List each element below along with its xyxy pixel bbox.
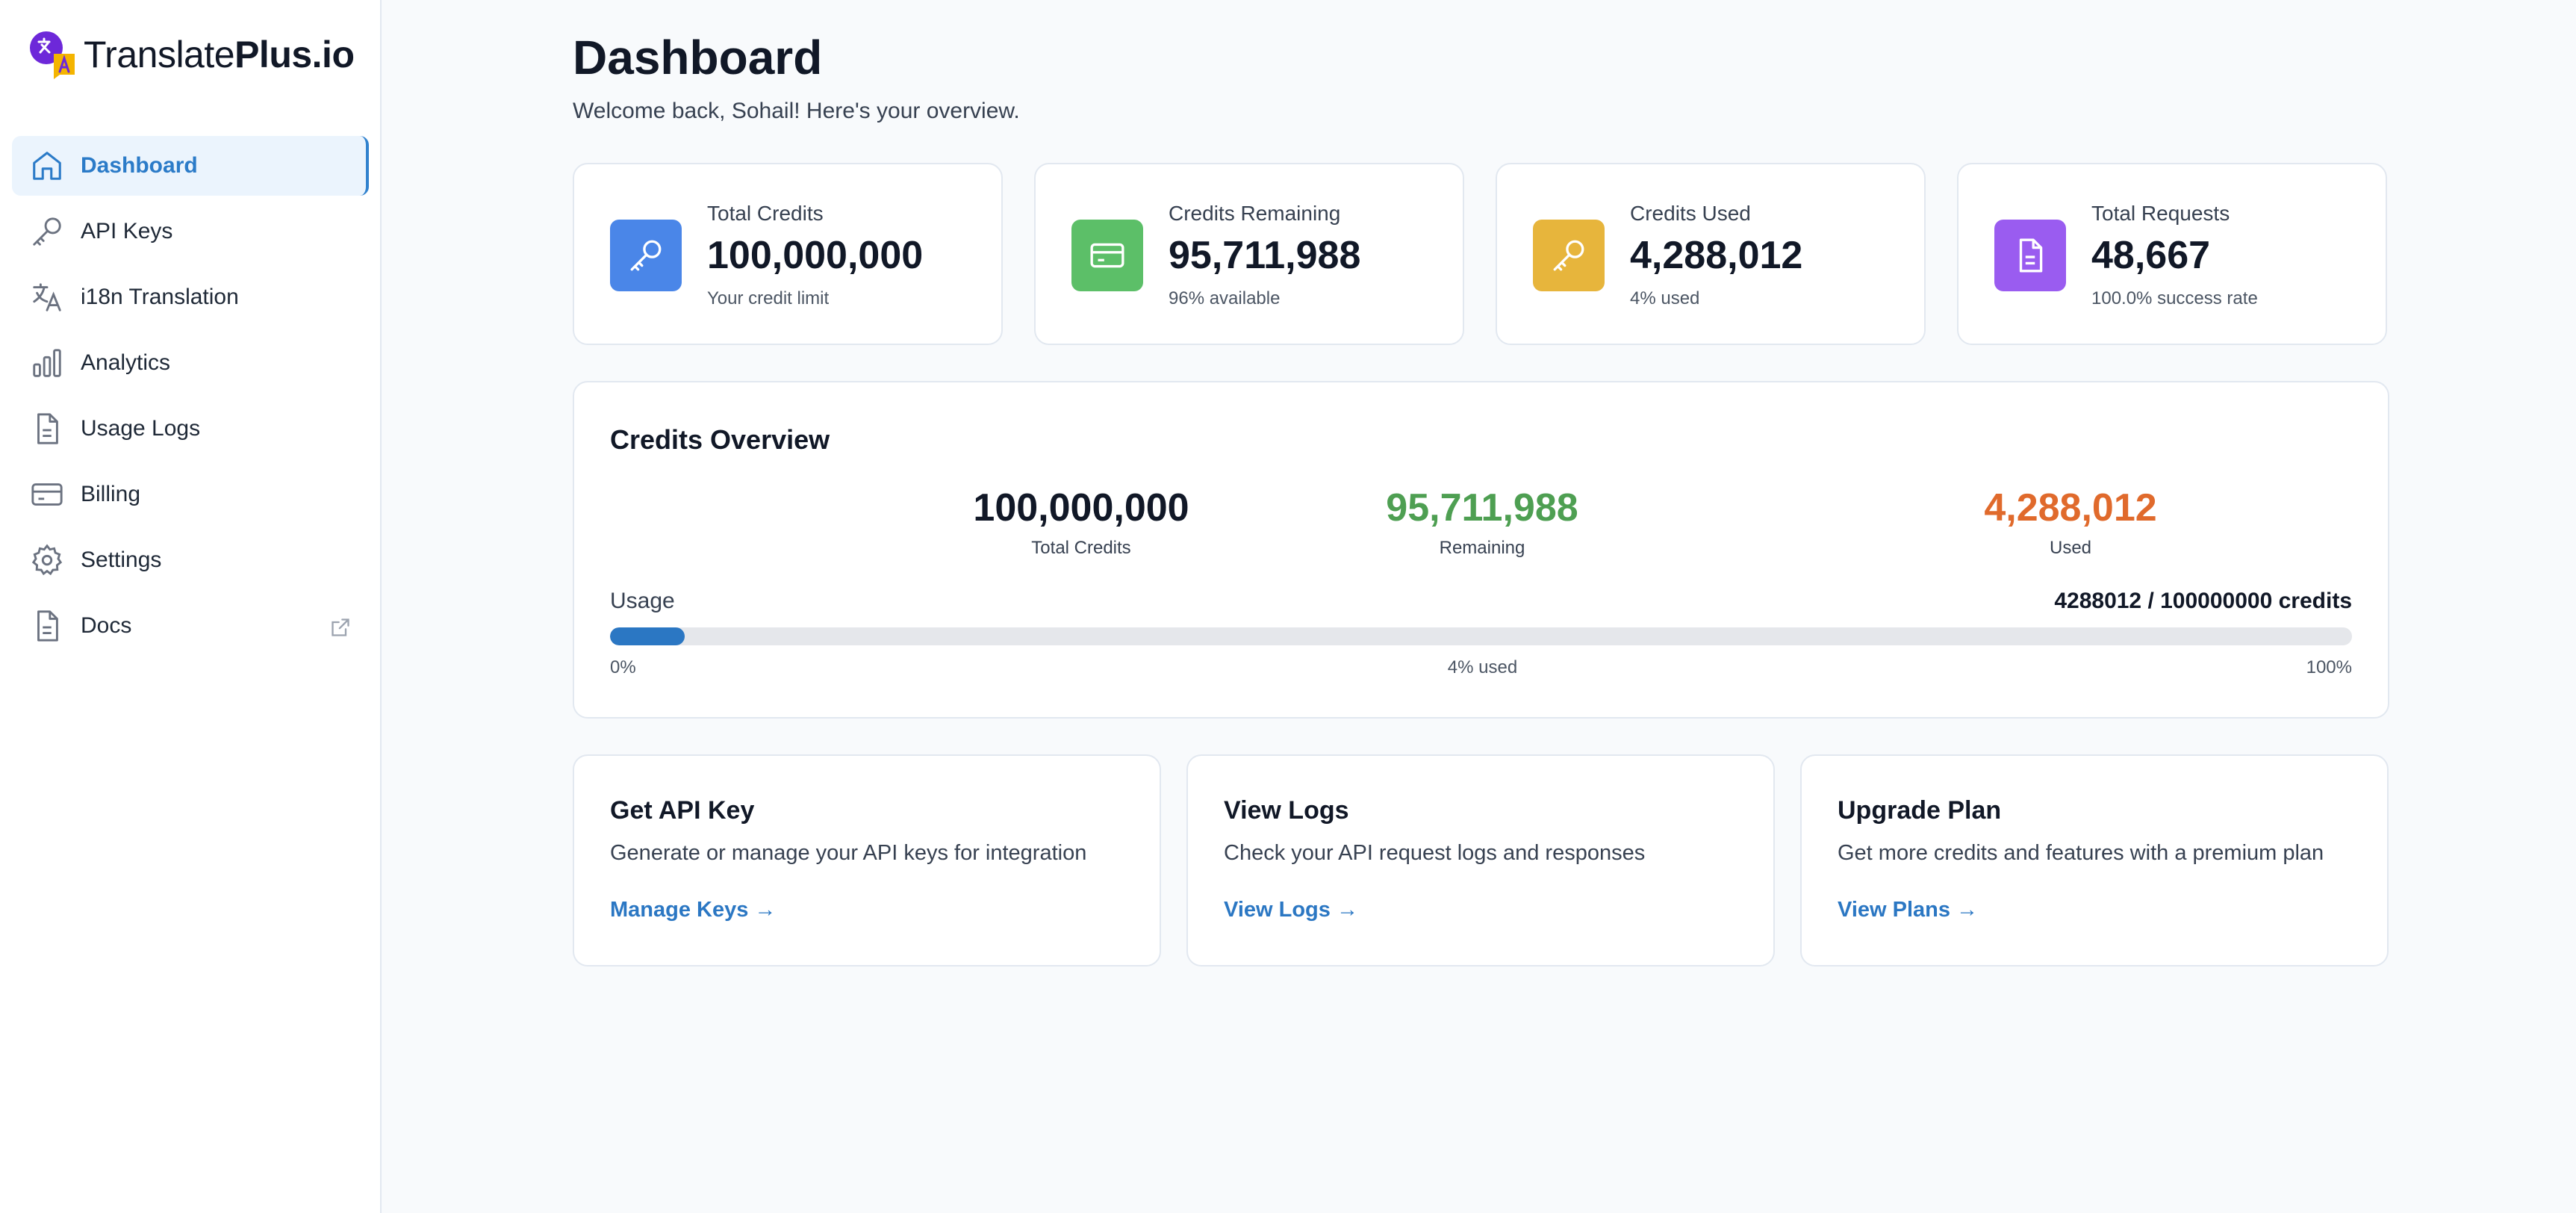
stat-value: 4,288,012 bbox=[1630, 234, 1803, 277]
quick-actions: Get API Key Generate or manage your API … bbox=[573, 754, 2389, 967]
sidebar-item-label: Dashboard bbox=[81, 153, 198, 178]
sidebar-item-label: Analytics bbox=[81, 350, 171, 375]
action-card-get-api-key: Get API Key Generate or manage your API … bbox=[573, 754, 1161, 967]
welcome-message: Welcome back, Sohail! Here's your overvi… bbox=[573, 99, 1020, 123]
sidebar-item-label: Billing bbox=[81, 482, 141, 506]
view-logs-link[interactable]: View Logs → bbox=[1224, 898, 1358, 922]
sidebar-item-label: API Keys bbox=[81, 219, 173, 243]
sidebar-item-usage-logs[interactable]: Usage Logs bbox=[12, 399, 369, 459]
overview-remaining-label: Remaining bbox=[1439, 538, 1525, 558]
stat-card-total-requests: Total Requests 48,667 100.0% success rat… bbox=[1957, 163, 2387, 345]
brand-logo[interactable]: TranslatePlus.io bbox=[27, 27, 355, 82]
sidebar-item-label: Usage Logs bbox=[81, 416, 201, 441]
sidebar-nav: Dashboard API Keys i18n Translation Anal… bbox=[12, 136, 369, 662]
action-description: Generate or manage your API keys for int… bbox=[610, 841, 1087, 865]
key-icon bbox=[630, 240, 662, 271]
sidebar-item-analytics[interactable]: Analytics bbox=[12, 333, 369, 393]
progress-used-label: 4% used bbox=[1447, 657, 1518, 677]
sidebar-item-dashboard[interactable]: Dashboard bbox=[12, 136, 369, 196]
usage-label: Usage bbox=[610, 589, 675, 613]
stat-subtext: Your credit limit bbox=[707, 288, 830, 308]
stat-label: Total Requests bbox=[2091, 202, 2230, 225]
sidebar-item-api-keys[interactable]: API Keys bbox=[12, 202, 369, 261]
action-title: View Logs bbox=[1224, 796, 1349, 825]
stat-subtext: 96% available bbox=[1169, 288, 1281, 308]
brand-name: TranslatePlus.io bbox=[84, 34, 355, 75]
manage-keys-link[interactable]: Manage Keys → bbox=[610, 898, 777, 922]
sidebar-item-label: i18n Translation bbox=[81, 285, 239, 309]
action-description: Get more credits and features with a pre… bbox=[1838, 841, 2324, 865]
credit-card-icon bbox=[31, 483, 63, 506]
action-title: Upgrade Plan bbox=[1838, 796, 2002, 825]
gear-icon bbox=[31, 544, 63, 576]
sidebar-item-label: Settings bbox=[81, 547, 162, 572]
sidebar: TranslatePlus.io Dashboard API Keys i18n… bbox=[0, 0, 382, 1213]
overview-remaining-value: 95,711,988 bbox=[1386, 486, 1578, 530]
stat-card-credits-used: Credits Used 4,288,012 4% used bbox=[1496, 163, 1926, 345]
overview-used-label: Used bbox=[2049, 538, 2092, 558]
bar-chart-icon bbox=[33, 349, 61, 377]
stat-icon-box bbox=[1071, 220, 1143, 291]
file-icon bbox=[37, 610, 58, 642]
progress-min-label: 0% bbox=[610, 657, 636, 677]
stat-icon-box bbox=[610, 220, 682, 291]
sidebar-item-docs[interactable]: Docs bbox=[12, 596, 369, 656]
credit-card-icon bbox=[1090, 243, 1124, 268]
stat-subtext: 4% used bbox=[1630, 288, 1700, 308]
credits-overview-title: Credits Overview bbox=[610, 424, 830, 455]
action-card-view-logs: View Logs Check your API request logs an… bbox=[1186, 754, 1775, 967]
stat-card-credits-remaining: Credits Remaining 95,711,988 96% availab… bbox=[1034, 163, 1464, 345]
view-plans-link[interactable]: View Plans → bbox=[1838, 898, 1979, 922]
progress-max-label: 100% bbox=[2306, 657, 2352, 677]
external-link-icon bbox=[332, 618, 349, 636]
stats-row: Total Credits 100,000,000 Your credit li… bbox=[573, 163, 2389, 345]
stat-label: Total Credits bbox=[707, 202, 824, 225]
sidebar-item-i18n-translation[interactable]: i18n Translation bbox=[12, 267, 369, 327]
action-card-upgrade-plan: Upgrade Plan Get more credits and featur… bbox=[1800, 754, 2389, 967]
stat-icon-box bbox=[1533, 220, 1605, 291]
overview-total-label: Total Credits bbox=[1031, 538, 1131, 558]
credits-overview-card: Credits Overview 100,000,000 Total Credi… bbox=[573, 381, 2389, 719]
stat-label: Credits Remaining bbox=[1169, 202, 1341, 225]
key-icon bbox=[33, 217, 61, 246]
document-icon bbox=[2019, 238, 2043, 273]
usage-count: 4288012 / 100000000 credits bbox=[2054, 589, 2352, 613]
home-icon bbox=[33, 152, 61, 180]
stat-value: 48,667 bbox=[2091, 234, 2211, 277]
stat-value: 95,711,988 bbox=[1169, 234, 1361, 277]
page-title: Dashboard bbox=[573, 31, 823, 84]
translate-icon bbox=[33, 283, 61, 311]
stat-subtext: 100.0% success rate bbox=[2091, 288, 2258, 308]
stat-icon-box bbox=[1994, 220, 2066, 291]
stat-card-total-credits: Total Credits 100,000,000 Your credit li… bbox=[573, 163, 1003, 345]
usage-progress-bar bbox=[610, 627, 2352, 645]
stat-value: 100,000,000 bbox=[707, 234, 924, 277]
usage-progress-fill bbox=[610, 627, 685, 645]
action-title: Get API Key bbox=[610, 796, 755, 825]
overview-used-value: 4,288,012 bbox=[1984, 486, 2157, 530]
file-icon bbox=[37, 413, 58, 444]
sidebar-item-billing[interactable]: Billing bbox=[12, 465, 369, 524]
overview-total-value: 100,000,000 bbox=[973, 486, 1189, 530]
translate-logo-icon bbox=[30, 31, 75, 79]
action-description: Check your API request logs and response… bbox=[1224, 841, 1646, 865]
stat-label: Credits Used bbox=[1630, 202, 1751, 225]
key-icon bbox=[1553, 240, 1584, 271]
sidebar-item-settings[interactable]: Settings bbox=[12, 530, 369, 590]
sidebar-item-label: Docs bbox=[81, 613, 132, 638]
